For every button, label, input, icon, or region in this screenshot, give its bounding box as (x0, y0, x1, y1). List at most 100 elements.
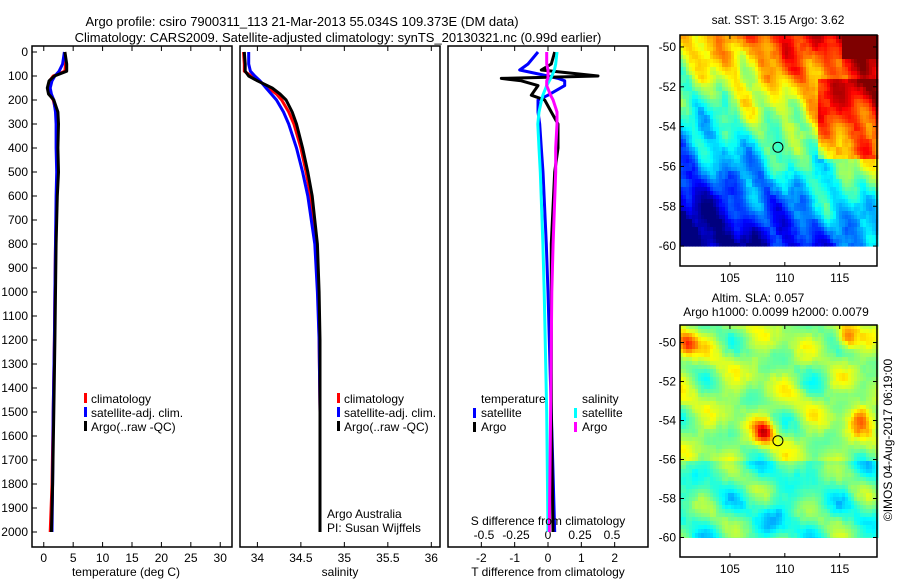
map-cell (797, 91, 801, 96)
map-cell (779, 35, 783, 40)
map-cell (860, 239, 864, 244)
map-cell (704, 239, 708, 244)
map-cell (713, 195, 717, 200)
map-cell (749, 333, 753, 338)
map-cell (785, 183, 789, 188)
legend-swatch-s-argo (574, 422, 577, 432)
map-cell (704, 445, 708, 450)
map-cell (815, 163, 819, 168)
map-cell (767, 75, 771, 80)
map-cell (842, 47, 846, 52)
map-cell (722, 481, 726, 486)
map-cell (689, 341, 693, 346)
map-cell (689, 481, 693, 486)
map-cell (755, 79, 759, 84)
map-cell (845, 239, 849, 244)
map-cell (770, 123, 774, 128)
map-cell (731, 361, 735, 366)
map-cell (683, 445, 687, 450)
map-cell (809, 219, 813, 224)
map-cell (731, 95, 735, 100)
map-cell (728, 529, 732, 534)
map-cell (788, 119, 792, 124)
map-cell (827, 191, 831, 196)
map-cell (749, 195, 753, 200)
map-cell (698, 477, 702, 482)
map-cell (749, 83, 753, 88)
map-cell (770, 239, 774, 244)
map-cell (689, 405, 693, 410)
map-cell (686, 397, 690, 402)
map-cell (854, 163, 858, 168)
map-cell (818, 107, 822, 112)
map-cell (800, 207, 804, 212)
map-cell (716, 513, 720, 518)
map-cell (842, 39, 846, 44)
map-cell (743, 91, 747, 96)
map-cell (716, 195, 720, 200)
map-cell (848, 163, 852, 168)
map-cell (761, 111, 765, 116)
map-cell (719, 111, 723, 116)
map-cell (773, 147, 777, 152)
map-cell (722, 513, 726, 518)
map-cell (719, 465, 723, 470)
map-cell (842, 159, 846, 164)
map-cell (725, 159, 729, 164)
map-cell (863, 215, 867, 220)
map-cell (776, 43, 780, 48)
map-cell (749, 353, 753, 358)
map-cell (683, 461, 687, 466)
map-cell (818, 163, 822, 168)
map-cell (845, 203, 849, 208)
map-cell (758, 143, 762, 148)
map-cell (845, 199, 849, 204)
map-cell (788, 151, 792, 156)
map-cell (692, 341, 696, 346)
map-cell (860, 219, 864, 224)
map-cell (728, 537, 732, 539)
map-cell (728, 71, 732, 76)
map-cell (827, 163, 831, 168)
map-cell (854, 107, 858, 112)
map-cell (698, 79, 702, 84)
map-cell (731, 171, 735, 176)
map-cell (695, 71, 699, 76)
map-cell (725, 131, 729, 136)
map-cell (734, 481, 738, 486)
map-cell (683, 413, 687, 418)
map-cell (713, 377, 717, 382)
map-cell (824, 223, 828, 228)
map-cell (776, 183, 780, 188)
map-cell (770, 115, 774, 120)
map-cell (725, 143, 729, 148)
map-cell (698, 135, 702, 140)
map-cell (746, 63, 750, 68)
map-cell (716, 441, 720, 446)
map-cell (755, 131, 759, 136)
map-cell (716, 139, 720, 144)
map-cell (737, 95, 741, 100)
map-cell (863, 99, 867, 104)
map-cell (737, 239, 741, 244)
map-cell (770, 83, 774, 88)
map-cell (761, 203, 765, 208)
map-cell (758, 103, 762, 108)
map-cell (827, 199, 831, 204)
map-cell (749, 425, 753, 430)
map-cell (695, 67, 699, 72)
map-cell (707, 513, 711, 518)
map-cell (686, 111, 690, 116)
map-cell (836, 99, 840, 104)
map-cell (695, 409, 699, 414)
map-cell (698, 167, 702, 172)
map-cell (743, 481, 747, 486)
map-cell (803, 71, 807, 76)
map-cell (713, 91, 717, 96)
map-cell (866, 59, 870, 64)
map-cell (743, 413, 747, 418)
map-cell (860, 235, 864, 240)
map-cell (767, 211, 771, 216)
map-cell (704, 525, 708, 530)
map-cell (755, 75, 759, 80)
